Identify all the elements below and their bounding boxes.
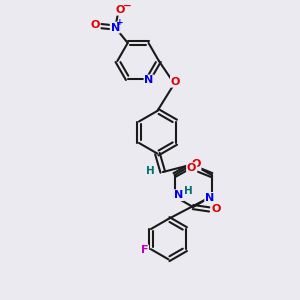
Text: −: − bbox=[123, 1, 131, 10]
Text: +: + bbox=[116, 18, 124, 27]
Text: O: O bbox=[90, 20, 100, 30]
Text: O: O bbox=[171, 77, 180, 87]
Text: H: H bbox=[146, 167, 155, 176]
Text: O: O bbox=[211, 204, 220, 214]
Text: O: O bbox=[187, 163, 196, 173]
Text: O: O bbox=[191, 159, 201, 169]
Text: O: O bbox=[115, 5, 124, 15]
Text: N: N bbox=[145, 76, 154, 85]
Text: N: N bbox=[174, 190, 183, 200]
Text: N: N bbox=[205, 193, 214, 203]
Text: H: H bbox=[184, 186, 193, 196]
Text: N: N bbox=[111, 22, 120, 32]
Text: F: F bbox=[141, 245, 148, 255]
